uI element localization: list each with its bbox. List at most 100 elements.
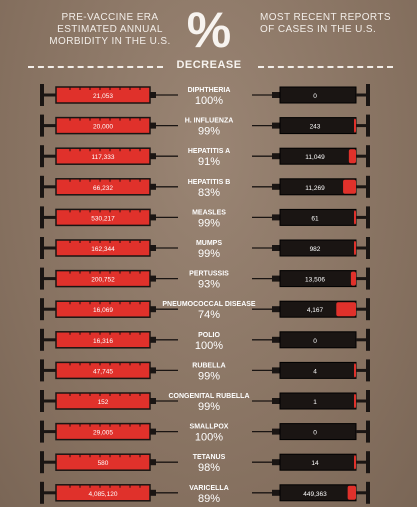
right-barrel-rubella xyxy=(279,361,357,379)
pre-value-smallpox: 29,005 xyxy=(93,430,113,437)
right-plunger-rod xyxy=(356,124,366,128)
recent-fill-mumps xyxy=(354,241,356,255)
left-nozzle xyxy=(150,122,156,129)
left-nozzle xyxy=(150,428,156,435)
right-nozzle xyxy=(272,367,280,374)
right-nozzle xyxy=(272,245,280,251)
right-plunger-handle xyxy=(366,481,370,504)
disease-name-measles: MEASLES xyxy=(192,209,226,216)
left-plunger-handle xyxy=(40,84,44,106)
right-plunger-handle xyxy=(366,328,370,351)
right-plunger-handle xyxy=(366,145,370,168)
right-nozzle xyxy=(272,275,280,282)
left-plunger-handle xyxy=(40,390,44,412)
left-nozzle xyxy=(150,459,156,466)
left-plunger-rod xyxy=(44,215,56,219)
left-plunger-rod xyxy=(44,93,56,97)
right-nozzle xyxy=(272,92,280,98)
right-nozzle xyxy=(272,306,280,313)
left-plunger-rod xyxy=(44,338,56,342)
pre-vaccine-header: PRE-VACCINE ERA ESTIMATED ANNUAL MORBIDI… xyxy=(49,12,171,47)
recent-value-diphtheria: 0 xyxy=(313,93,317,100)
right-plunger-handle xyxy=(366,267,370,290)
decrease-value-hepatitis-a: 91% xyxy=(198,156,220,168)
pre-value-congenital-rubella: 152 xyxy=(98,399,109,406)
pre-value-tetanus: 580 xyxy=(98,460,109,467)
recent-fill-measles xyxy=(354,210,356,225)
disease-name-mumps: MUMPS xyxy=(196,240,222,247)
disease-name-rubella: RUBELLA xyxy=(192,362,225,369)
pre-value-pertussis: 200,752 xyxy=(91,277,115,284)
left-nozzle xyxy=(150,306,156,313)
decrease-value-hepatitis-b: 83% xyxy=(198,187,220,199)
pre-value-hepatitis-b: 66,232 xyxy=(93,185,113,192)
pre-value-varicella: 4,085,120 xyxy=(89,491,118,498)
left-plunger-rod xyxy=(44,368,56,372)
decrease-value-diphtheria: 100% xyxy=(195,95,223,107)
percent-symbol: % xyxy=(186,2,232,58)
recent-value-mumps: 982 xyxy=(310,246,321,253)
pre-value-polio: 16,316 xyxy=(93,338,113,345)
recent-fill-h-influenza xyxy=(354,118,356,133)
recent-value-pertussis: 13,506 xyxy=(305,277,325,284)
right-plunger-rod xyxy=(356,277,366,281)
left-nozzle xyxy=(150,153,156,160)
disease-name-congenital-rubella: CONGENITAL RUBELLA xyxy=(168,393,249,400)
recent-value-polio: 0 xyxy=(313,338,317,345)
decrease-value-varicella: 89% xyxy=(198,493,220,505)
right-barrel-smallpox xyxy=(279,423,357,441)
left-plunger-handle xyxy=(40,328,44,351)
recent-fill-rubella xyxy=(354,363,356,378)
pre-value-mumps: 162,344 xyxy=(91,246,115,253)
right-plunger-handle xyxy=(366,237,370,259)
right-plunger-handle xyxy=(366,206,370,229)
decrease-value-tetanus: 98% xyxy=(198,462,220,474)
left-plunger-rod xyxy=(44,124,56,128)
right-plunger-handle xyxy=(366,114,370,137)
left-plunger-handle xyxy=(40,359,44,382)
recent-fill-hepatitis-a xyxy=(348,149,356,164)
right-plunger-rod xyxy=(356,430,366,434)
recent-reports-header: MOST RECENT REPORTS OF CASES IN THE U.S. xyxy=(260,12,391,35)
disease-name-diphtheria: DIPHTHERIA xyxy=(188,87,231,94)
left-plunger-handle xyxy=(40,451,44,474)
left-nozzle xyxy=(150,92,156,98)
recent-fill-tetanus xyxy=(354,455,356,470)
disease-name-hepatitis-a: HEPATITIS A xyxy=(188,148,230,155)
decrease-value-measles: 99% xyxy=(198,217,220,229)
decrease-value-pneumococcal-disease: 74% xyxy=(198,309,220,321)
right-plunger-handle xyxy=(366,359,370,382)
left-plunger-handle xyxy=(40,298,44,321)
recent-value-hepatitis-a: 11,049 xyxy=(305,154,325,161)
decrease-value-h-influenza: 99% xyxy=(198,126,220,138)
disease-name-tetanus: TETANUS xyxy=(193,454,226,461)
left-nozzle xyxy=(150,214,156,221)
recent-value-pneumococcal-disease: 4,167 xyxy=(307,307,324,314)
right-nozzle xyxy=(272,398,280,404)
left-plunger-rod xyxy=(44,430,56,434)
decrease-value-mumps: 99% xyxy=(198,248,220,260)
left-plunger-handle xyxy=(40,145,44,168)
right-plunger-handle xyxy=(366,175,370,198)
right-plunger-rod xyxy=(356,399,366,403)
right-plunger-handle xyxy=(366,451,370,474)
recent-value-varicella: 449,363 xyxy=(303,491,327,498)
decrease-value-smallpox: 100% xyxy=(195,432,223,444)
right-plunger-rod xyxy=(356,307,366,311)
right-barrel-diphtheria xyxy=(279,86,357,104)
recent-value-rubella: 4 xyxy=(313,368,317,375)
recent-fill-congenital-rubella xyxy=(354,394,356,408)
pre-value-diphtheria: 21,053 xyxy=(93,93,113,100)
decrease-value-congenital-rubella: 99% xyxy=(198,401,220,413)
left-nozzle xyxy=(150,183,156,190)
decrease-value-polio: 100% xyxy=(195,340,223,352)
left-nozzle xyxy=(150,275,156,282)
left-nozzle xyxy=(150,489,156,496)
left-nozzle xyxy=(150,367,156,374)
right-nozzle xyxy=(272,489,280,496)
recent-value-measles: 61 xyxy=(311,215,319,222)
right-nozzle xyxy=(272,153,280,160)
right-barrel-congenital-rubella xyxy=(279,392,357,410)
pre-value-hepatitis-a: 117,333 xyxy=(91,154,114,161)
